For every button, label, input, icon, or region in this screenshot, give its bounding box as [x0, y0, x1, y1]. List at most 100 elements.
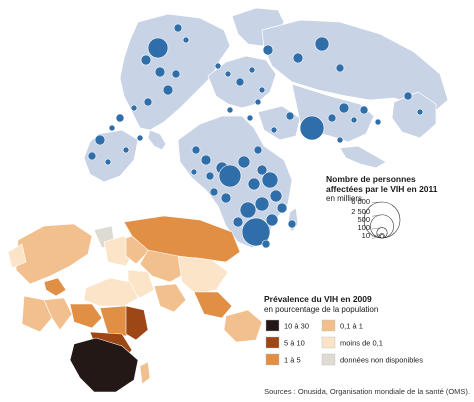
source-note: Sources : Onusida, Organisation mondiale…: [264, 387, 470, 396]
hiv-bubbles: [87, 23, 424, 249]
hiv-bubble: [224, 70, 232, 78]
prevalence-class-label: données non disponibles: [340, 356, 423, 365]
hiv-bubble: [122, 146, 130, 154]
hiv-bubble: [136, 134, 144, 142]
bubble-legend: Nombre de personnes affectées par le VIH…: [326, 174, 438, 240]
hiv-bubble: [248, 66, 256, 74]
indonesia-shape: [339, 145, 387, 169]
central-america-shape: [147, 129, 167, 151]
bubble-legend-title-line1: Nombre de personnes: [326, 174, 416, 184]
prevalence-class-label: moins de 0,1: [340, 339, 383, 348]
hiv-bubble: [276, 202, 288, 214]
prev-southern-africa: [69, 337, 139, 393]
hiv-bubble: [403, 91, 413, 101]
prev-north-america: [15, 223, 93, 285]
hiv-bubble: [173, 23, 183, 33]
hiv-bubble: [246, 114, 254, 122]
hiv-bubble: [108, 124, 116, 132]
prevalence-legend-title: Prévalence du VIH en 2009: [264, 294, 372, 304]
prev-north-africa: [83, 277, 139, 307]
hiv-bubble: [336, 136, 344, 144]
legend-size-label: 500: [357, 215, 370, 224]
hiv-bubble: [256, 164, 268, 176]
legend-leader: [371, 201, 383, 203]
prevalence-swatch: [265, 336, 280, 349]
middle-east-shape: [257, 105, 301, 141]
prevalence-swatch: [321, 319, 336, 332]
legend-leader: [371, 234, 383, 240]
prevalence-class-label: 10 à 30: [284, 322, 309, 331]
hiv-bubble: [205, 171, 215, 181]
hiv-bubble: [261, 239, 271, 249]
hiv-bubble: [147, 37, 169, 59]
hiv-bubble: [214, 62, 222, 70]
prev-south-east-asia: [193, 291, 233, 319]
bubble-world-map: [83, 7, 449, 249]
hiv-bubble: [130, 104, 138, 112]
hiv-bubble: [191, 145, 201, 155]
hiv-bubble: [226, 106, 234, 114]
hiv-bubble: [115, 113, 125, 123]
legend-size-label: 100: [357, 223, 370, 232]
prev-south-america-west: [21, 295, 53, 333]
hiv-bubble: [265, 213, 279, 227]
legend-size-label: 6 000: [351, 197, 370, 206]
prev-south-america-east: [43, 297, 73, 331]
hiv-bubble: [220, 192, 232, 204]
hiv-bubble: [232, 216, 244, 228]
hiv-bubble: [314, 36, 330, 52]
prevalence-swatch: [321, 336, 336, 349]
hiv-bubble: [104, 158, 112, 166]
prev-east-africa: [125, 305, 149, 341]
hiv-bubble: [182, 36, 190, 44]
australia-shape: [391, 91, 437, 139]
hiv-bubble: [171, 69, 181, 79]
hiv-bubble: [241, 217, 271, 247]
hiv-bubble: [87, 151, 97, 161]
hiv-bubble: [350, 116, 358, 124]
hiv-bubble: [140, 54, 152, 66]
hiv-bubble: [254, 196, 270, 212]
hiv-bubble: [335, 63, 345, 73]
hiv-bubble: [374, 118, 382, 126]
hiv-bubble: [258, 86, 266, 94]
hiv-bubble: [253, 145, 263, 155]
hiv-bubble: [143, 97, 153, 107]
hiv-bubble: [154, 66, 166, 78]
legend-leader: [371, 214, 383, 217]
hiv-bubble: [299, 115, 325, 141]
prev-central-america: [43, 277, 67, 297]
prevalence-swatch: [265, 319, 280, 332]
prev-west-africa: [69, 303, 103, 329]
hiv-bubble: [162, 84, 174, 96]
hiv-bubble: [285, 111, 295, 121]
hiv-bubble: [261, 171, 279, 189]
prevalence-legend-subtitle: en pourcentage de la population: [264, 305, 378, 314]
prevalence-class-label: 0,1 à 1: [340, 322, 363, 331]
prevalence-world-map: [7, 215, 263, 393]
prev-alaska: [7, 243, 27, 269]
bubble-legend-title-line2: affectées par le VIH en 2011: [326, 184, 438, 194]
hiv-bubble: [235, 77, 245, 87]
prevalence-legend: Prévalence du VIH en 2009 en pourcentage…: [264, 294, 423, 366]
prev-madagascar: [139, 361, 151, 385]
hiv-bubble: [338, 102, 350, 114]
hiv-bubble: [200, 154, 212, 166]
prevalence-class-label: 5 à 10: [284, 339, 305, 348]
hiv-bubble: [247, 177, 261, 191]
legend-leader: [371, 233, 383, 237]
prevalence-swatch: [321, 353, 336, 366]
prev-south-asia: [153, 283, 187, 313]
hiv-bubble: [209, 187, 219, 197]
hiv-bubble: [94, 134, 106, 146]
hiv-bubble: [287, 219, 297, 229]
legend-size-label: 2 500: [351, 207, 370, 216]
prev-russia: [123, 215, 241, 263]
legend-circle: [376, 227, 388, 239]
hiv-bubble: [292, 52, 304, 64]
prevalence-swatch: [265, 353, 280, 366]
prev-australia: [223, 309, 263, 343]
bubble-legend-subtitle: en milliers: [326, 194, 362, 203]
